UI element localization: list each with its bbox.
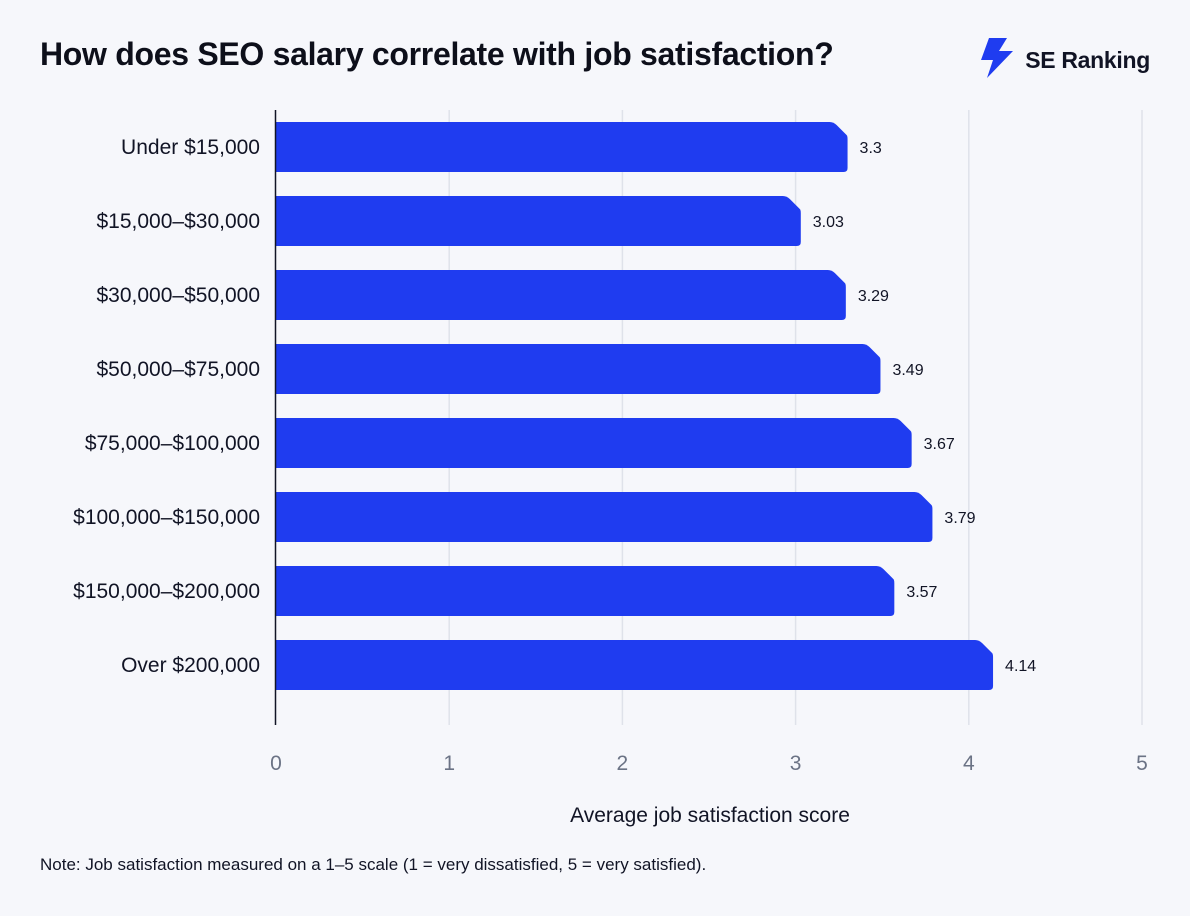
chart-title: How does SEO salary correlate with job s…	[40, 36, 834, 72]
value-label: 3.67	[924, 436, 955, 453]
x-axis-title: Average job satisfaction score	[570, 804, 850, 827]
bar	[276, 344, 881, 394]
value-label: 3.79	[944, 510, 975, 527]
value-label: 3.57	[906, 584, 937, 601]
brand-logo: SE Ranking	[979, 38, 1150, 83]
bars	[276, 122, 994, 690]
category-label: $100,000–$150,000	[73, 506, 260, 529]
value-label: 4.14	[1005, 658, 1036, 675]
category-label: $15,000–$30,000	[97, 210, 261, 233]
category-labels: Under $15,000 $15,000–$30,000 $30,000–$50,…	[73, 136, 260, 677]
bar	[276, 270, 846, 320]
footnote: Note: Job satisfaction measured on a 1–5…	[40, 855, 707, 874]
bar	[276, 122, 848, 172]
x-tick-label: 5	[1136, 752, 1148, 775]
value-label: 3.3	[860, 140, 882, 157]
bar	[276, 640, 994, 690]
category-label: Over $200,000	[121, 654, 260, 677]
category-label: Under $15,000	[121, 136, 260, 159]
x-axis-ticks: 0 1 2 3 4 5	[270, 752, 1148, 775]
bar	[276, 566, 895, 616]
value-label: 3.49	[892, 362, 923, 379]
value-label: 3.29	[858, 288, 889, 305]
bar	[276, 492, 933, 542]
x-tick-label: 2	[617, 752, 629, 775]
x-tick-label: 3	[790, 752, 802, 775]
x-tick-label: 4	[963, 752, 975, 775]
bar	[276, 196, 801, 246]
category-label: $150,000–$200,000	[73, 580, 260, 603]
value-label: 3.03	[813, 214, 844, 231]
category-label: $30,000–$50,000	[97, 284, 261, 307]
bar	[276, 418, 912, 468]
value-labels: 3.3 3.03 3.29 3.49 3.67 3.79 3.57 4.14	[813, 140, 1036, 675]
x-tick-label: 1	[443, 752, 455, 775]
category-label: $75,000–$100,000	[85, 432, 260, 455]
se-ranking-logo-icon	[979, 38, 1015, 83]
x-tick-label: 0	[270, 752, 282, 775]
brand-name: SE Ranking	[1025, 47, 1150, 73]
category-label: $50,000–$75,000	[97, 358, 261, 381]
